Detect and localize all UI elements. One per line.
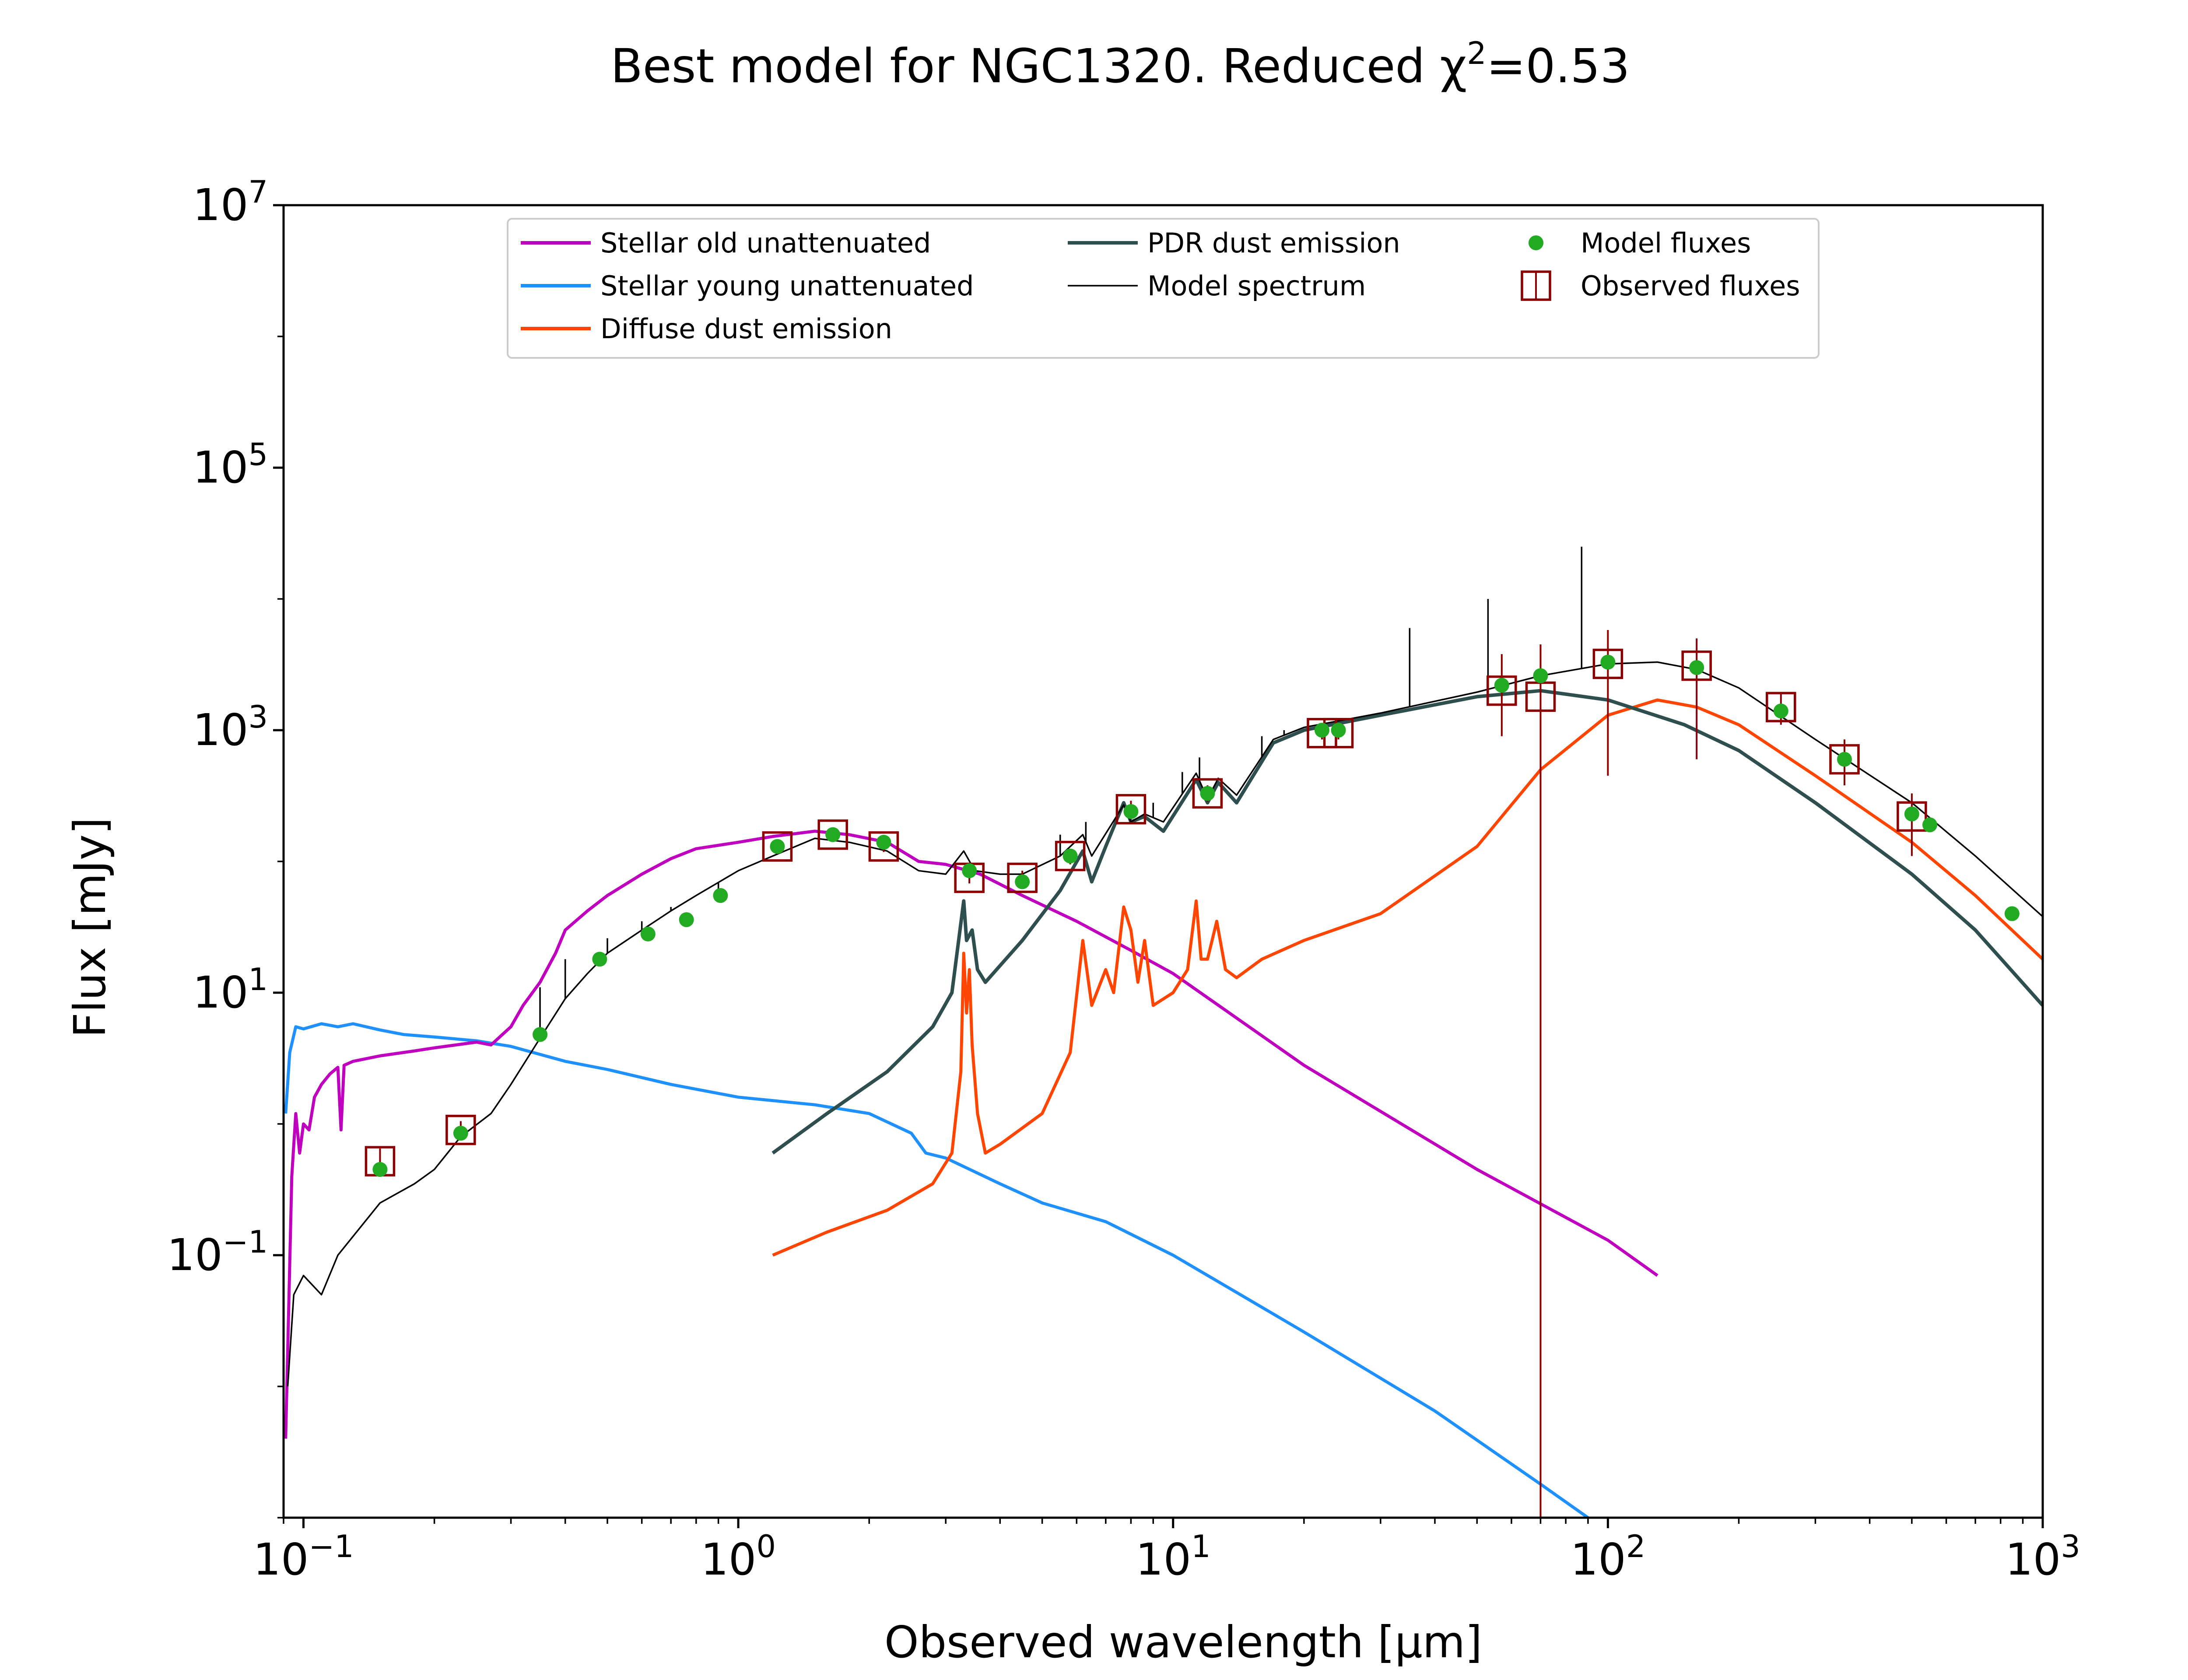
legend-label: PDR dust emission bbox=[1147, 227, 1400, 259]
plot-area bbox=[282, 204, 2044, 1519]
y-axis-label: Flux [mJy] bbox=[64, 817, 116, 1038]
y-tick-label: 10−1 bbox=[167, 1224, 268, 1281]
model-flux-point bbox=[640, 926, 656, 942]
observed-flux-marker bbox=[1115, 794, 1147, 825]
legend-item-pdr: PDR dust emission bbox=[1068, 227, 1400, 259]
observed-flux-marker bbox=[1766, 692, 1796, 722]
model-flux-point bbox=[592, 952, 607, 967]
observed-flux-marker bbox=[1897, 801, 1927, 832]
legend: Stellar old unattenuated Stellar young un… bbox=[507, 218, 1820, 359]
model-flux-point bbox=[1600, 654, 1616, 670]
legend-label: Model fluxes bbox=[1581, 227, 1751, 259]
model-flux-point bbox=[1837, 752, 1852, 767]
observed-flux-marker bbox=[762, 831, 793, 862]
model-flux-point bbox=[962, 863, 977, 878]
x-tick-label: 100 bbox=[701, 1529, 776, 1585]
model-flux-point bbox=[1494, 678, 1509, 693]
x-tick-label: 10−1 bbox=[253, 1529, 354, 1585]
legend-box bbox=[507, 218, 1820, 359]
model-flux-point bbox=[1062, 848, 1078, 864]
plot-frame bbox=[282, 204, 2044, 1519]
y-tick-label: 101 bbox=[193, 962, 268, 1018]
observed-flux-marker bbox=[1487, 675, 1517, 706]
legend-label: Model spectrum bbox=[1147, 270, 1366, 302]
model-flux-point bbox=[1314, 723, 1329, 738]
x-tick-label: 101 bbox=[1136, 1529, 1211, 1585]
observed-flux-marker bbox=[445, 1114, 476, 1145]
legend-label: Stellar young unattenuated bbox=[600, 270, 974, 302]
y-tick-group: 10−1 101 103 105 107 bbox=[167, 174, 284, 1519]
points-layer bbox=[365, 630, 2020, 1518]
model-flux-point bbox=[1123, 804, 1139, 819]
legend-item-model_flux: Model fluxes bbox=[1529, 227, 1751, 259]
model-flux-point bbox=[1689, 660, 1704, 675]
legend-item-young: Stellar young unattenuated bbox=[521, 270, 974, 302]
model-flux-point bbox=[1904, 806, 1919, 822]
observed-flux-marker bbox=[1055, 840, 1086, 872]
model-flux-point bbox=[1533, 668, 1548, 683]
observed-flux-marker bbox=[1007, 862, 1038, 893]
model-flux-point bbox=[533, 1027, 548, 1042]
y-tick-label: 107 bbox=[193, 174, 268, 231]
model-flux-point bbox=[1200, 786, 1215, 801]
observed-flux-marker bbox=[868, 831, 899, 862]
chart-title: Best model for NGC1320. Reduced χ2=0.53 bbox=[610, 35, 1630, 94]
model-flux-point bbox=[679, 912, 694, 928]
y-tick-label: 103 bbox=[193, 699, 268, 756]
model-flux-point bbox=[1015, 874, 1030, 889]
legend-label: Diffuse dust emission bbox=[600, 313, 892, 345]
series-line-young bbox=[284, 1022, 1589, 1518]
series-line-diffuse bbox=[772, 698, 2043, 1257]
observed-flux-marker bbox=[1192, 778, 1223, 809]
model-flux-point bbox=[453, 1126, 468, 1141]
chart-title-tail: =0.53 bbox=[1487, 39, 1630, 94]
model-flux-point bbox=[2004, 906, 2020, 921]
legend-label: Stellar old unattenuated bbox=[600, 227, 931, 259]
y-tick-label: 105 bbox=[193, 437, 268, 493]
model-flux-point bbox=[372, 1162, 388, 1177]
series-line-pdr bbox=[771, 689, 2043, 1155]
model-flux-point bbox=[825, 827, 841, 842]
chart-title-main: Best model for NGC1320. Reduced χ bbox=[610, 39, 1467, 94]
legend-item-old: Stellar old unattenuated bbox=[521, 227, 931, 259]
model-flux-point bbox=[713, 888, 728, 903]
observed-flux-marker bbox=[1681, 650, 1712, 681]
observed-flux-marker bbox=[1592, 648, 1623, 679]
observed-flux-marker bbox=[817, 819, 848, 850]
x-tick-label: 102 bbox=[1570, 1529, 1645, 1585]
x-tick-label: 103 bbox=[2005, 1529, 2080, 1585]
legend-label: Observed fluxes bbox=[1581, 270, 1800, 302]
model-flux-point bbox=[770, 839, 785, 854]
legend-item-model: Model spectrum bbox=[1068, 270, 1366, 302]
legend-item-diffuse: Diffuse dust emission bbox=[521, 313, 892, 345]
legend-swatch bbox=[1529, 235, 1543, 250]
x-tick-group: 10−1 100 101 102 103 bbox=[253, 1518, 2080, 1585]
series-line-model bbox=[287, 661, 2043, 1387]
chart-title-sup: 2 bbox=[1467, 35, 1487, 71]
series-line-old bbox=[284, 830, 1659, 1439]
model-flux-point bbox=[876, 835, 891, 850]
model-flux-point bbox=[1331, 723, 1346, 738]
legend-item-observed: Observed fluxes bbox=[1521, 270, 1800, 302]
observed-flux-marker bbox=[1829, 744, 1860, 775]
model-flux-point bbox=[1922, 817, 1938, 833]
x-axis-label: Observed wavelength [μm] bbox=[884, 1617, 1482, 1668]
model-flux-point bbox=[1773, 704, 1788, 719]
